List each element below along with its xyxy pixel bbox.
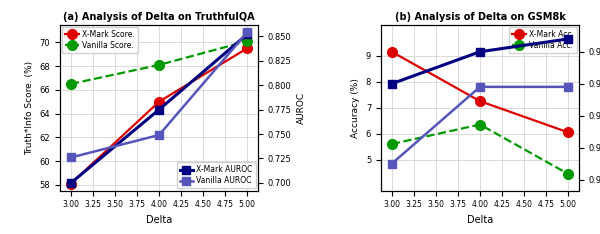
Legend: X-Mark AUROC, Vanilla AUROC: X-Mark AUROC, Vanilla AUROC [176,162,256,188]
Line: Vanilla AUROC: Vanilla AUROC [388,83,572,168]
X-axis label: Delta: Delta [146,215,172,225]
Line: Vanilla AUROC: Vanilla AUROC [67,28,251,162]
Vanilla AUROC [244,31,251,34]
Line: X-Mark Acc.: X-Mark Acc. [387,47,573,137]
Vanilla AUROC [565,85,572,88]
Title: (b) Analysis of Delta on GSM8k: (b) Analysis of Delta on GSM8k [395,12,565,22]
Line: X-Mark AUROC: X-Mark AUROC [67,30,251,187]
X-Mark AUROC [67,182,74,184]
X-Mark Acc. [565,131,572,134]
X-Mark Acc. [476,100,484,102]
X-Mark AUROC [476,50,484,53]
X-Mark AUROC [388,82,395,85]
Vanilla Score. [67,83,74,85]
Vanilla Acc. [476,123,484,126]
Y-axis label: Accuracy (%): Accuracy (%) [351,78,360,138]
Title: (a) Analysis of Delta on TruthfulQA: (a) Analysis of Delta on TruthfulQA [63,12,255,22]
Vanilla AUROC [476,85,484,88]
Vanilla AUROC [67,156,74,159]
Vanilla Score. [244,40,251,43]
X-Mark AUROC [244,33,251,36]
X-Mark Score. [155,100,163,103]
X-Mark AUROC [155,108,163,111]
Line: X-Mark AUROC: X-Mark AUROC [388,35,572,88]
X-Mark Acc. [388,50,395,53]
Y-axis label: AUROC: AUROC [297,91,306,124]
Vanilla Acc. [565,172,572,175]
Vanilla Score. [155,63,163,66]
Legend: X-Mark Acc., Vanilla Acc.: X-Mark Acc., Vanilla Acc. [509,27,577,53]
Line: Vanilla Score.: Vanilla Score. [66,36,252,89]
Line: Vanilla Acc.: Vanilla Acc. [387,120,573,179]
Vanilla AUROC [388,162,395,165]
X-Mark AUROC [565,37,572,40]
Y-axis label: Truth*Info Score. (%): Truth*Info Score. (%) [25,61,34,155]
X-Mark Score. [244,47,251,50]
X-Mark Score. [67,182,74,185]
X-axis label: Delta: Delta [467,215,493,225]
Vanilla AUROC [155,134,163,136]
Line: X-Mark Score.: X-Mark Score. [66,44,252,188]
Vanilla Acc. [388,143,395,145]
